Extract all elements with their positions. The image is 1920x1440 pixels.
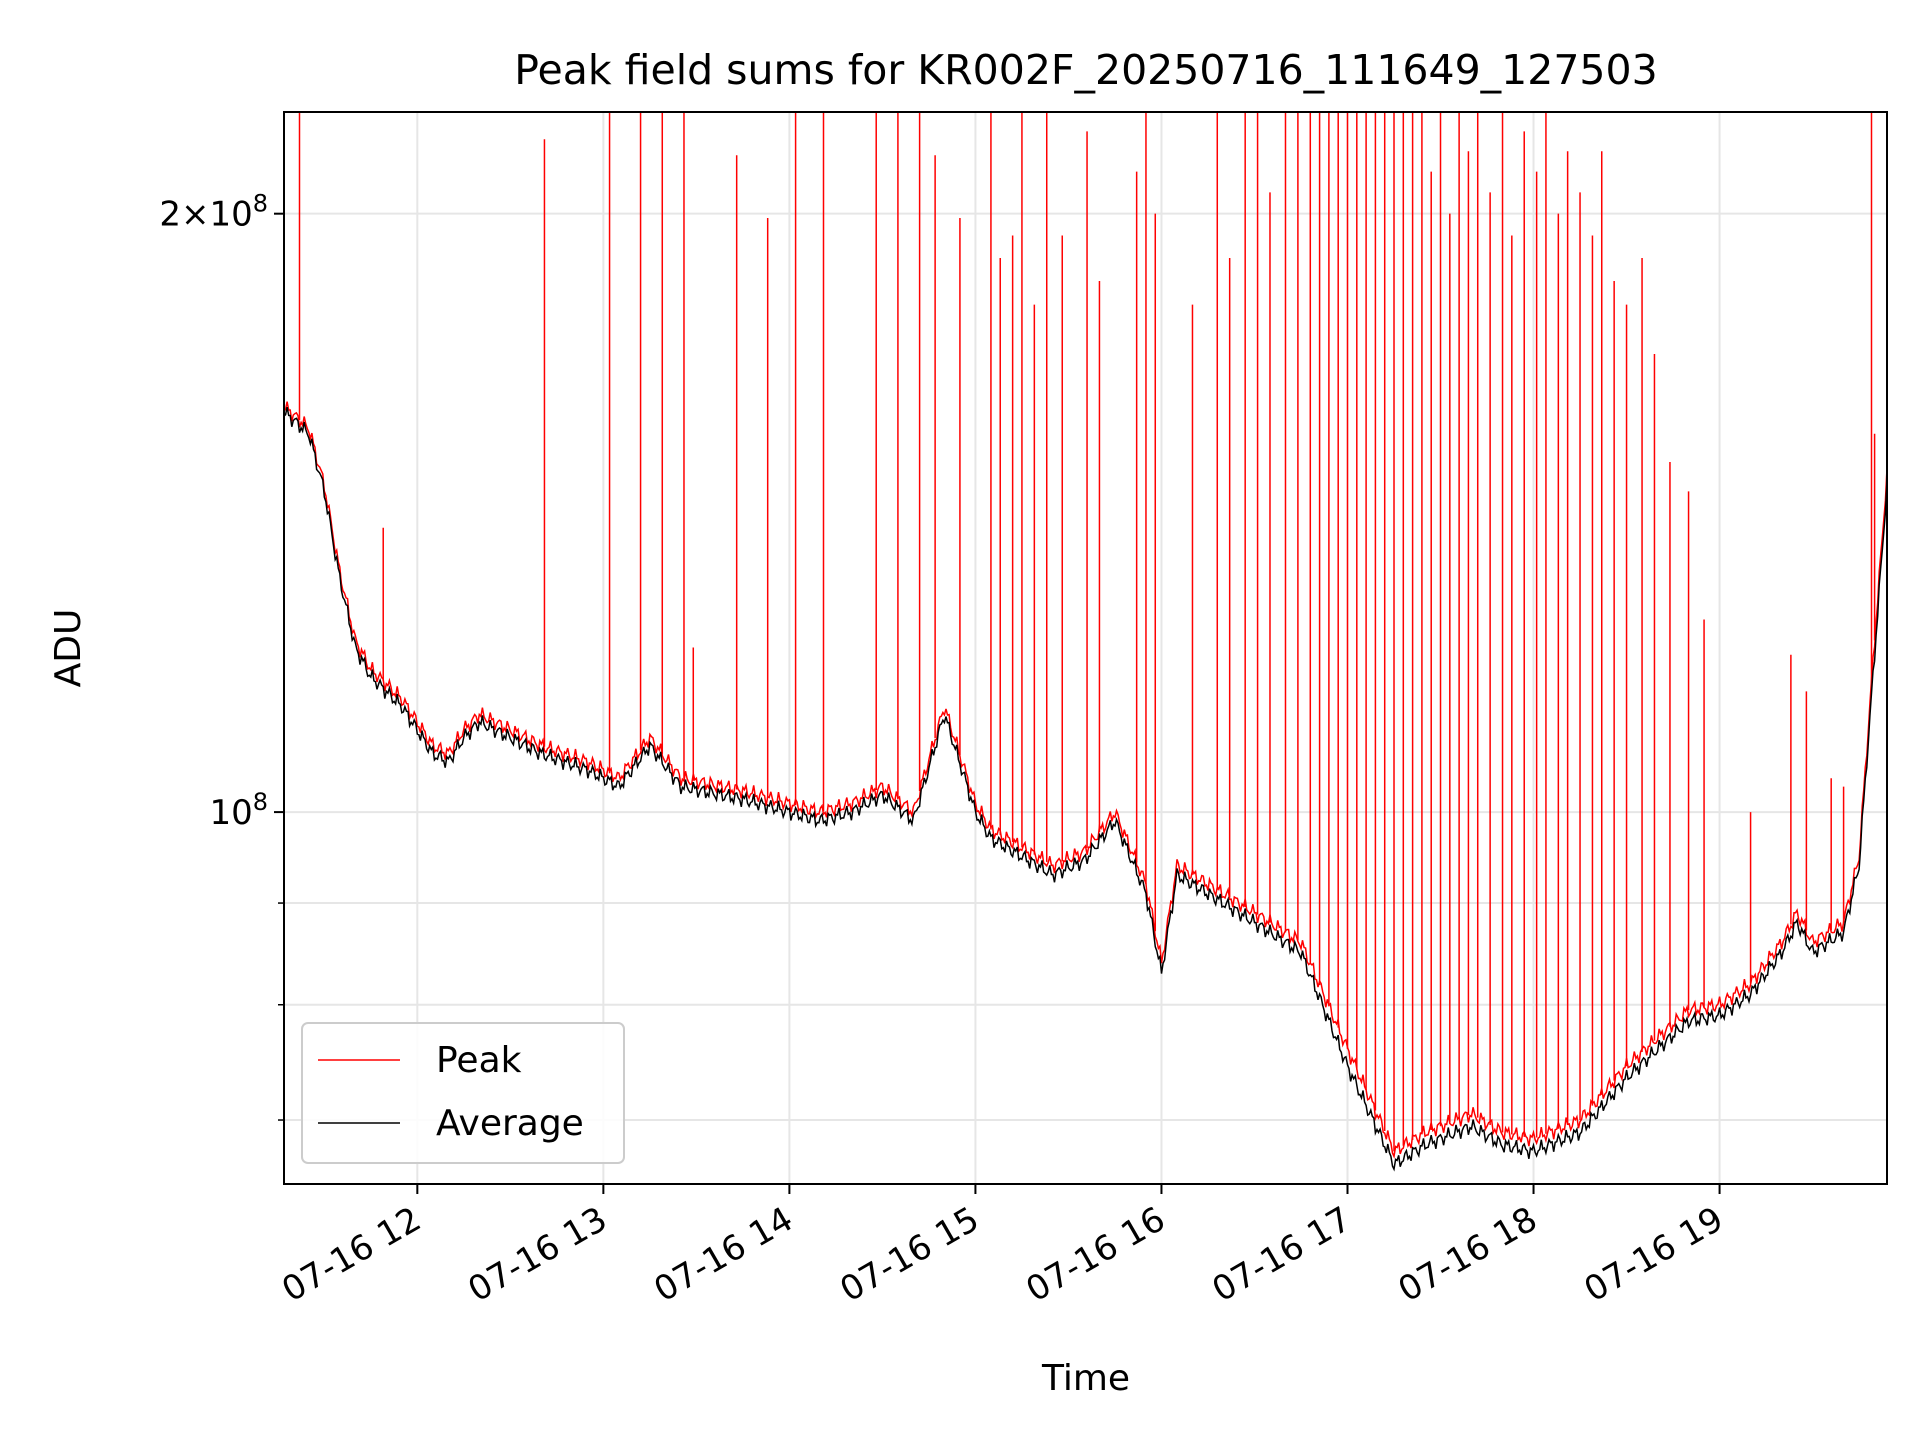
y-axis: 108 2×108: [159, 190, 284, 1121]
plot-area: [284, 112, 1887, 1172]
average-line: [284, 406, 1887, 1172]
series-peak: [284, 112, 1887, 1159]
y-tick-label: 108: [209, 788, 268, 833]
legend-peak-label: Peak: [436, 1040, 522, 1081]
legend-average-label: Average: [436, 1103, 584, 1144]
y-tick-label: 2×108: [159, 190, 268, 235]
y-axis-label: ADU: [48, 609, 89, 688]
peak-line: [284, 401, 1887, 1159]
chart-title: Peak field sums for KR002F_20250716_1116…: [514, 46, 1657, 94]
legend-box: [301, 1022, 625, 1164]
plot-frame: [283, 111, 1888, 1185]
series-average: [284, 406, 1887, 1172]
x-axis-label: Time: [1041, 1358, 1130, 1399]
legend: Peak Average: [301, 1022, 625, 1164]
